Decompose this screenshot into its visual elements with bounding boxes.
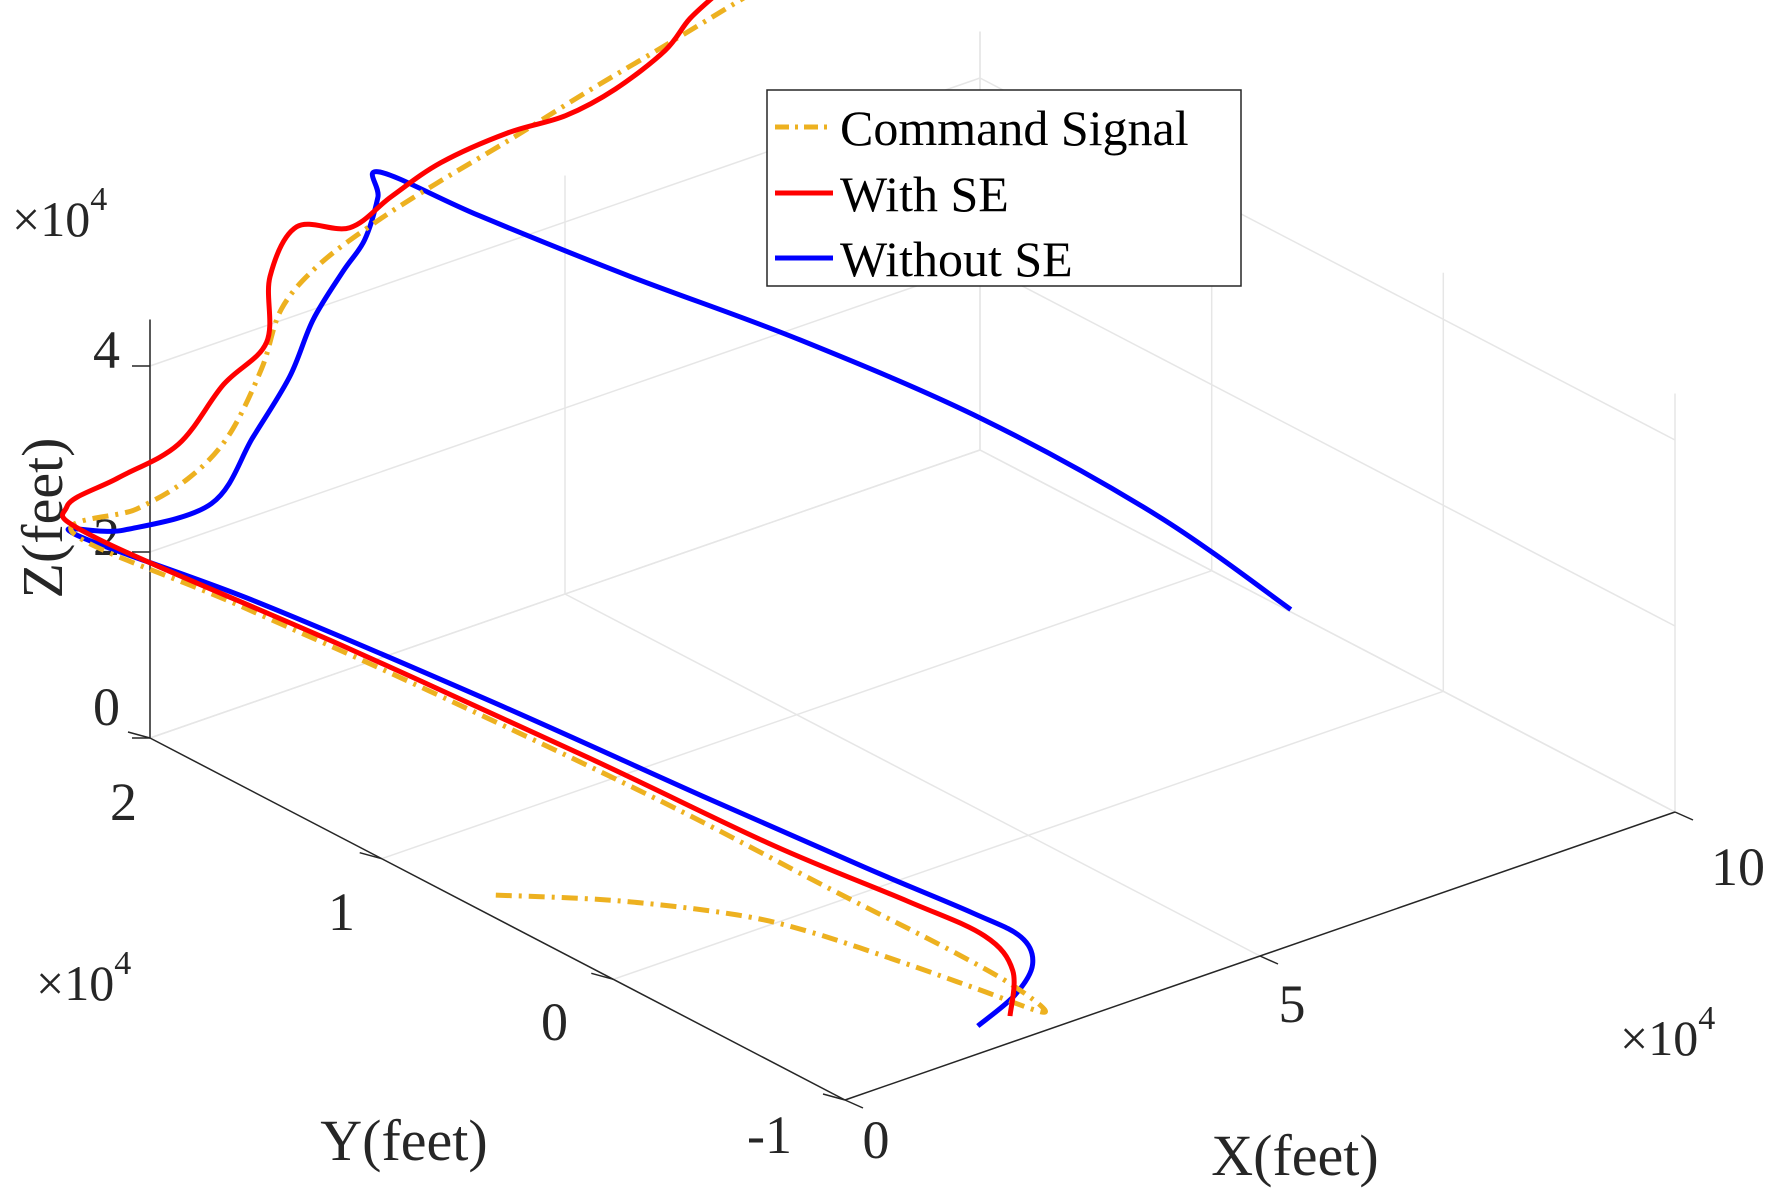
y-tick-labels: -1 0 1 2 <box>110 772 792 1165</box>
z-multiplier: ×104 <box>12 181 107 247</box>
axes <box>127 319 1694 1109</box>
grid-line <box>979 449 1676 813</box>
legend-entry: Command Signal <box>775 100 1189 156</box>
grid-line <box>381 569 1212 860</box>
legend-entry: With SE <box>775 166 1009 222</box>
x-tick-labels: 0 5 10 <box>863 837 1766 1170</box>
legend: Command Signal With SE Without SE <box>766 89 1242 287</box>
svg-text:×104: ×104 <box>1620 1000 1715 1066</box>
x-axis-label: X(feet) <box>1211 1123 1378 1188</box>
y-tick <box>359 851 382 860</box>
x-tick-label: 5 <box>1279 974 1306 1034</box>
x-tick-label: 0 <box>863 1110 890 1170</box>
svg-text:×104: ×104 <box>12 181 107 247</box>
y-axis-line <box>149 737 846 1101</box>
y-tick-label: 0 <box>541 992 568 1052</box>
x-tick <box>1259 955 1279 965</box>
z-tick-label: 0 <box>93 677 120 737</box>
legend-entry: Without SE <box>775 231 1073 287</box>
z-tick-label: 4 <box>93 320 120 380</box>
grid-line <box>149 263 981 553</box>
y-tick <box>822 1093 846 1101</box>
series-line-without-se <box>65 169 1293 1028</box>
y-tick-label: -1 <box>747 1105 792 1165</box>
grid-line <box>564 593 1261 957</box>
series-line-command-signal <box>68 0 1048 1015</box>
grid-line <box>149 449 981 739</box>
x-tick <box>1674 811 1694 821</box>
svg-text:×104: ×104 <box>36 945 131 1011</box>
grid-line <box>979 263 1676 627</box>
legend-label: Without SE <box>840 231 1073 287</box>
y-axis-label: Y(feet) <box>320 1108 487 1173</box>
y-tick-label: 1 <box>328 882 355 942</box>
legend-box <box>766 89 1242 287</box>
x-multiplier: ×104 <box>1620 1000 1715 1066</box>
legend-label: With SE <box>840 166 1009 222</box>
x-tick-label: 10 <box>1711 837 1765 897</box>
y-tick-label: 2 <box>110 772 137 832</box>
series-line-with-se <box>60 0 1017 1017</box>
grid-line <box>613 690 1444 981</box>
y-tick <box>591 972 614 981</box>
x-tick <box>844 1099 864 1109</box>
series-lines <box>60 0 1293 1028</box>
legend-label: Command Signal <box>840 100 1189 156</box>
y-tick <box>127 731 151 739</box>
y-multiplier: ×104 <box>36 945 131 1011</box>
